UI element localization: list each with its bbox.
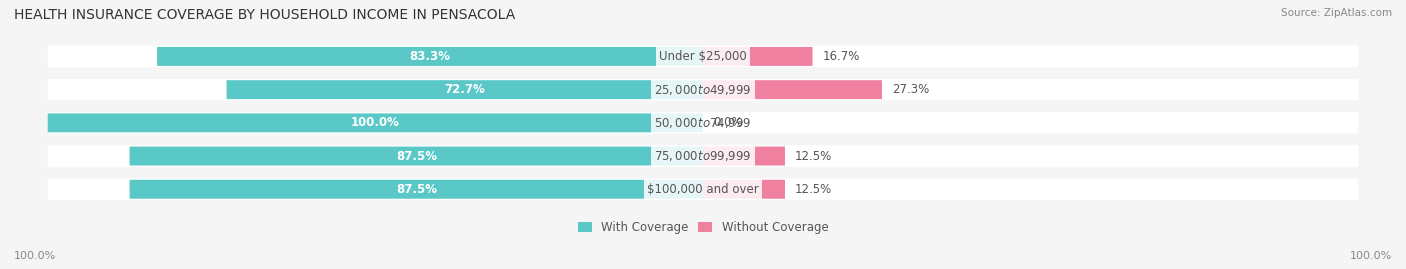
- Text: $75,000 to $99,999: $75,000 to $99,999: [654, 149, 752, 163]
- FancyBboxPatch shape: [703, 147, 785, 165]
- Text: 87.5%: 87.5%: [396, 150, 437, 162]
- Text: 72.7%: 72.7%: [444, 83, 485, 96]
- FancyBboxPatch shape: [48, 112, 1358, 134]
- FancyBboxPatch shape: [703, 180, 785, 199]
- Text: 83.3%: 83.3%: [409, 50, 450, 63]
- Text: Source: ZipAtlas.com: Source: ZipAtlas.com: [1281, 8, 1392, 18]
- Text: 100.0%: 100.0%: [352, 116, 399, 129]
- Text: 12.5%: 12.5%: [794, 150, 832, 162]
- FancyBboxPatch shape: [129, 180, 703, 199]
- FancyBboxPatch shape: [226, 80, 703, 99]
- FancyBboxPatch shape: [48, 178, 1358, 200]
- Text: $25,000 to $49,999: $25,000 to $49,999: [654, 83, 752, 97]
- Text: 27.3%: 27.3%: [891, 83, 929, 96]
- Legend: With Coverage, Without Coverage: With Coverage, Without Coverage: [578, 221, 828, 234]
- Text: $100,000 and over: $100,000 and over: [647, 183, 759, 196]
- Text: Under $25,000: Under $25,000: [659, 50, 747, 63]
- Text: 100.0%: 100.0%: [1350, 251, 1392, 261]
- Text: 16.7%: 16.7%: [823, 50, 859, 63]
- FancyBboxPatch shape: [703, 80, 882, 99]
- FancyBboxPatch shape: [48, 46, 1358, 67]
- Text: 12.5%: 12.5%: [794, 183, 832, 196]
- FancyBboxPatch shape: [157, 47, 703, 66]
- Text: 0.0%: 0.0%: [713, 116, 742, 129]
- FancyBboxPatch shape: [703, 47, 813, 66]
- Text: 100.0%: 100.0%: [14, 251, 56, 261]
- FancyBboxPatch shape: [48, 145, 1358, 167]
- FancyBboxPatch shape: [48, 113, 703, 132]
- FancyBboxPatch shape: [129, 147, 703, 165]
- Text: $50,000 to $74,999: $50,000 to $74,999: [654, 116, 752, 130]
- Text: HEALTH INSURANCE COVERAGE BY HOUSEHOLD INCOME IN PENSACOLA: HEALTH INSURANCE COVERAGE BY HOUSEHOLD I…: [14, 8, 516, 22]
- Text: 87.5%: 87.5%: [396, 183, 437, 196]
- FancyBboxPatch shape: [48, 79, 1358, 100]
